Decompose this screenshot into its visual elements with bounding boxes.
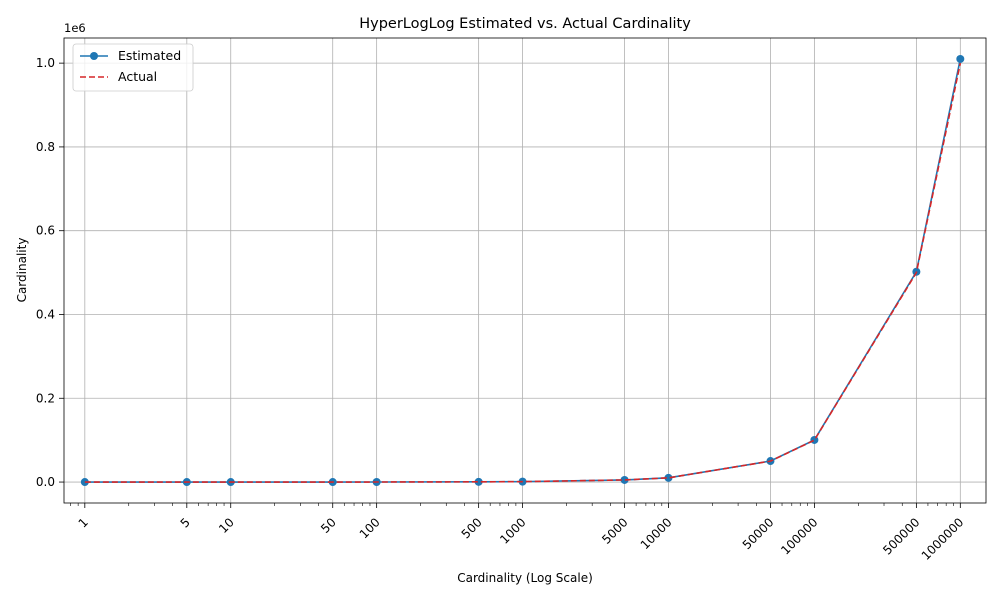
y-axis-ticks: 0.0 0.2 0.4 0.6 0.8 1.0 xyxy=(36,56,64,489)
x-tick-label: 500 xyxy=(459,515,485,541)
x-tick-label: 100000 xyxy=(778,515,820,557)
y-tick-label: 0.4 xyxy=(36,307,55,321)
legend: Estimated Actual xyxy=(72,43,194,92)
y-axis-label: Cardinality xyxy=(15,238,29,303)
y-tick-label: 0.6 xyxy=(36,224,55,238)
legend-estimated-label: Estimated xyxy=(118,48,181,63)
x-tick-label: 10000 xyxy=(638,515,675,552)
series-line-actual xyxy=(84,62,962,483)
x-axis-label: Cardinality (Log Scale) xyxy=(457,571,593,585)
data-point-estimated xyxy=(810,435,819,444)
legend-estimated-marker xyxy=(90,52,98,60)
legend-actual-label: Actual xyxy=(118,69,157,84)
data-point-estimated xyxy=(620,475,629,484)
x-axis-ticks: 1 5 10 50 100 500 1000 5000 10000 50000 100000 5000… xyxy=(70,503,967,563)
y-tick-label: 0.8 xyxy=(36,140,55,154)
x-tick-label: 10 xyxy=(216,515,237,536)
data-point-estimated xyxy=(474,477,483,486)
x-tick-label: 50 xyxy=(318,515,339,536)
x-tick-label: 100 xyxy=(357,515,383,541)
x-tick-label: 50000 xyxy=(740,515,777,552)
x-tick-label: 5000 xyxy=(599,515,630,546)
grid xyxy=(64,38,986,503)
x-tick-label: 1000 xyxy=(497,515,528,546)
x-tick-label: 1000000 xyxy=(919,515,967,563)
y-tick-label: 0.0 xyxy=(36,475,55,489)
x-tick-label: 1 xyxy=(76,515,91,530)
y-axis-offset-label: 1e6 xyxy=(64,21,86,35)
chart-title: HyperLogLog Estimated vs. Actual Cardina… xyxy=(359,16,691,32)
data-point-estimated xyxy=(664,473,673,482)
y-tick-label: 1.0 xyxy=(36,56,55,70)
x-tick-label: 5 xyxy=(178,515,193,530)
data-point-estimated xyxy=(80,478,89,487)
data-point-estimated xyxy=(956,54,965,63)
x-tick-label: 500000 xyxy=(880,515,922,557)
y-tick-label: 0.2 xyxy=(36,391,55,405)
series-group xyxy=(80,54,965,487)
plot-frame xyxy=(63,37,987,504)
